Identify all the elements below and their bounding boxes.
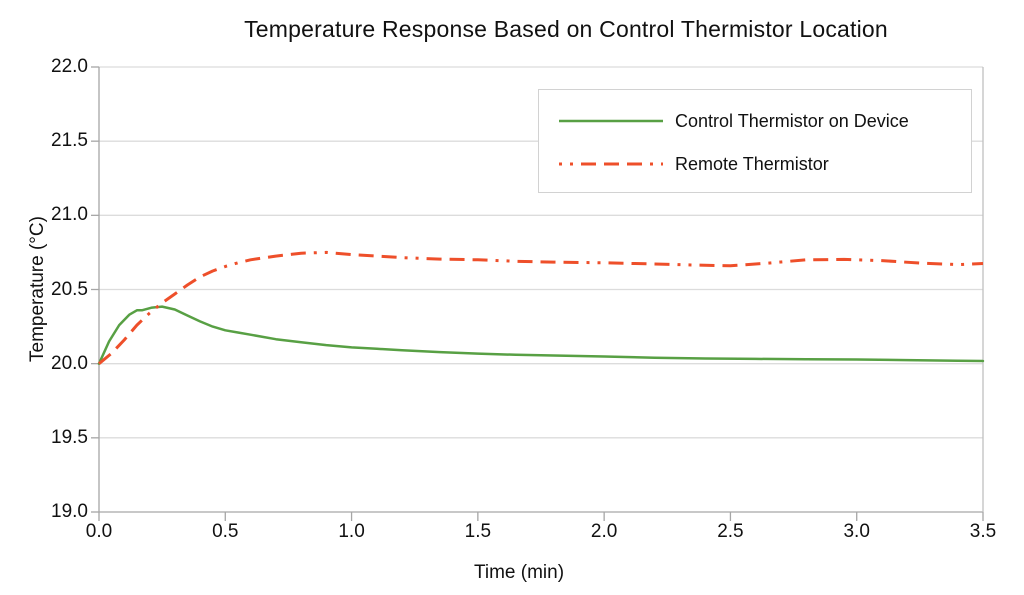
series-line-control-thermistor-on-device xyxy=(97,305,985,365)
legend-item-remote-thermistor: Remote Thermistor xyxy=(559,152,829,176)
x-tick-label: 3.5 xyxy=(969,521,997,542)
x-tick-label: 2.5 xyxy=(717,521,744,542)
y-tick-label: 21.5 xyxy=(51,130,88,152)
solid-line-swatch-icon xyxy=(559,119,663,123)
legend-label: Control Thermistor on Device xyxy=(675,110,909,131)
chart-title: Temperature Response Based on Control Th… xyxy=(244,16,888,42)
x-axis-title: Time (min) xyxy=(473,562,565,583)
x-tick-label: 1.0 xyxy=(338,521,365,542)
dashed-line-swatch-icon xyxy=(559,162,663,166)
y-tick-label: 19.0 xyxy=(51,501,88,522)
x-tick-label: 3.0 xyxy=(843,521,870,542)
legend-item-control-thermistor: Control Thermistor on Device xyxy=(559,109,909,133)
y-tick-label: 20.0 xyxy=(51,352,88,374)
y-tick-label: 20.5 xyxy=(51,278,88,300)
x-tick-label: 0.0 xyxy=(85,521,113,542)
x-tick-label: 0.5 xyxy=(212,521,239,542)
legend-box: Control Thermistor on Device Remote Ther… xyxy=(538,89,972,193)
legend-label: Remote Thermistor xyxy=(675,153,829,174)
x-tick-label: 2.0 xyxy=(590,521,618,542)
x-tick-label: 1.5 xyxy=(464,521,492,542)
y-tick-label: 21.0 xyxy=(51,204,88,226)
series-line-remote-thermistor xyxy=(98,250,984,365)
y-tick-label: 19.5 xyxy=(51,426,88,448)
y-axis-title: Temperature (°C) xyxy=(27,216,48,362)
y-tick-label: 22.0 xyxy=(51,56,88,77)
